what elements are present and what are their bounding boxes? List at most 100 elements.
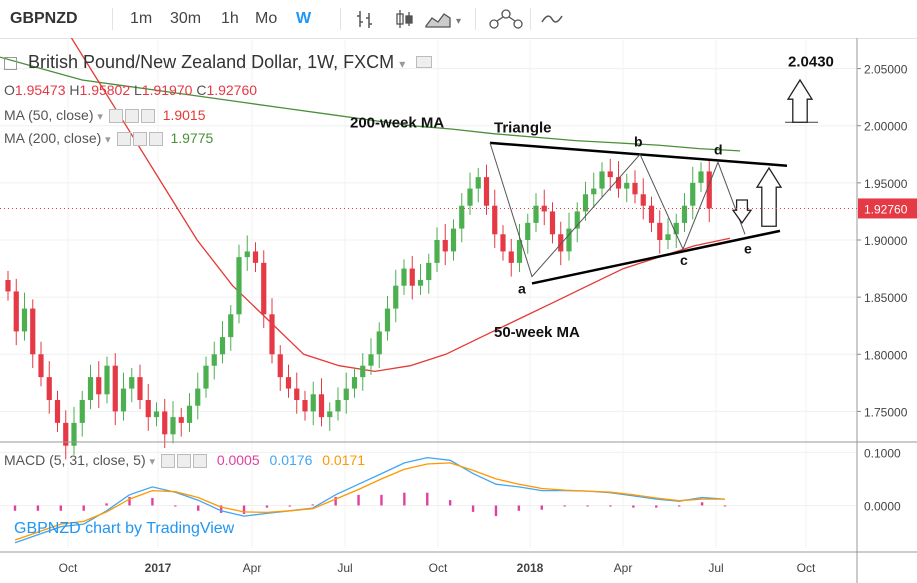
settings-icon[interactable] (176, 454, 191, 469)
y-tick-label: 1.85000 (864, 291, 908, 305)
candle-body (582, 194, 589, 212)
candle-body (615, 177, 622, 189)
candle-body (574, 211, 580, 229)
candle-body (401, 268, 407, 286)
macd-hist-bar (448, 500, 452, 506)
eye-icon[interactable] (416, 56, 433, 68)
candle-body (483, 177, 490, 206)
macd-hist-bar (36, 505, 40, 511)
candle-body (153, 411, 160, 418)
chart-header: British Pound/New Zealand Dollar, 1W, FX… (4, 52, 433, 73)
ma50-annotation: 50-week MA (494, 324, 580, 341)
candle-body (648, 205, 655, 223)
triangle-lower-line (531, 229, 781, 285)
macd-hist-bar (723, 505, 727, 507)
macd-hist-bar (586, 505, 589, 507)
eye-icon[interactable] (160, 454, 175, 469)
candle-body (376, 331, 382, 355)
x-tick-label: Oct (429, 561, 448, 575)
macd-value: 0.0176 (269, 452, 313, 468)
high-value: 1.95802 (79, 82, 131, 98)
ma200-legend-value: 1.9775 (170, 130, 214, 146)
settings-icon[interactable] (124, 109, 139, 124)
symbol-selector[interactable]: GBPNZD (10, 10, 78, 27)
candle-body (327, 411, 333, 418)
macd-hist-bar (151, 498, 154, 506)
chevron-down-icon[interactable]: ▾ (399, 57, 406, 71)
candles-icon[interactable] (396, 10, 413, 28)
macd-hist-bar (357, 494, 360, 506)
candle-body (475, 177, 481, 189)
ma50-polyline (70, 38, 731, 373)
chart-style-icons: ▾ (357, 10, 461, 28)
open-label: O (4, 82, 15, 98)
chevron-down-icon[interactable]: ▾ (97, 111, 103, 123)
toolbar: GBPNZD 1m 30m 1h Mo W ▾ (0, 0, 917, 39)
macd-signal-value: 0.0171 (322, 452, 366, 468)
y-tick-label: 2.05000 (864, 63, 908, 77)
chevron-down-icon[interactable]: ▾ (456, 16, 461, 27)
indicators-icon[interactable] (488, 6, 524, 32)
candle-body (54, 400, 61, 423)
candle-body (409, 268, 415, 286)
wave-label-b: b (634, 133, 643, 149)
y-tick-label: 1.80000 (864, 348, 908, 362)
macd-hist-bar (82, 505, 85, 511)
last-price-tag (858, 198, 917, 219)
chevron-down-icon[interactable]: ▾ (149, 456, 156, 468)
ma50-line (70, 38, 731, 373)
candle-body (261, 262, 267, 315)
macd-hist-bar (334, 496, 337, 506)
eye-icon[interactable] (108, 109, 123, 124)
candle-body (195, 388, 201, 406)
candle-body (640, 194, 646, 206)
compare-icon[interactable] (540, 10, 564, 28)
interval-w[interactable]: W (296, 10, 312, 27)
candle-body (673, 222, 679, 235)
candle-body (137, 377, 143, 400)
low-value: 1.91970 (141, 82, 193, 98)
close-icon[interactable] (148, 132, 163, 147)
toolbar-divider (112, 8, 113, 30)
macd-hist-bar (655, 505, 658, 508)
settings-icon[interactable] (132, 132, 147, 147)
macd-hist-bar (700, 502, 704, 506)
interval-30m[interactable]: 30m (170, 10, 202, 27)
candle-body (5, 280, 11, 292)
wave-label-d: d (714, 141, 723, 157)
candle-body (285, 377, 292, 389)
interval-1m[interactable]: 1m (130, 10, 153, 27)
toolbar-divider (475, 8, 476, 30)
eye-icon[interactable] (116, 132, 131, 147)
candle-body (71, 422, 77, 446)
area-chart-icon[interactable] (425, 13, 451, 28)
wave-path (489, 142, 746, 278)
x-tick-label: Oct (797, 561, 816, 575)
candle-body (467, 188, 473, 206)
chart-area[interactable]: 200-week MA Triangle 50-week MA a b c d e 2.0430… (0, 38, 917, 583)
candle-body (360, 365, 366, 378)
interval-1h[interactable]: 1h (221, 10, 239, 27)
x-tick-label: Jul (708, 561, 723, 575)
candle-body (393, 285, 399, 309)
candle-body (13, 291, 19, 332)
wave-label-a: a (518, 281, 526, 297)
macd-hist-bar (265, 505, 269, 508)
y-tick-label: 1.90000 (864, 234, 908, 248)
interval-mo[interactable]: Mo (255, 10, 278, 27)
ma200-polyline (0, 56, 741, 152)
ma200-line (0, 56, 741, 152)
close-icon[interactable] (140, 109, 155, 124)
macd-hist-bar (311, 504, 314, 506)
candle-body (492, 205, 498, 235)
bar-chart-icon[interactable] (357, 11, 372, 28)
chevron-down-icon[interactable]: ▾ (105, 134, 111, 146)
macd-hist-bar (677, 505, 681, 507)
chart-title: British Pound/New Zealand Dollar, 1W, FX… (28, 52, 395, 72)
y-tick-label: 1.75000 (864, 405, 908, 419)
macd-hist-bar (380, 494, 383, 506)
ma50-legend: MA (50, close) ▾ 1.9015 (4, 107, 206, 124)
close-icon[interactable] (192, 454, 207, 469)
macd-legend: MACD (5, 31, close, 5) ▾ 0.0005 0.0176 0… (4, 452, 366, 469)
collapse-icon[interactable] (4, 56, 17, 70)
